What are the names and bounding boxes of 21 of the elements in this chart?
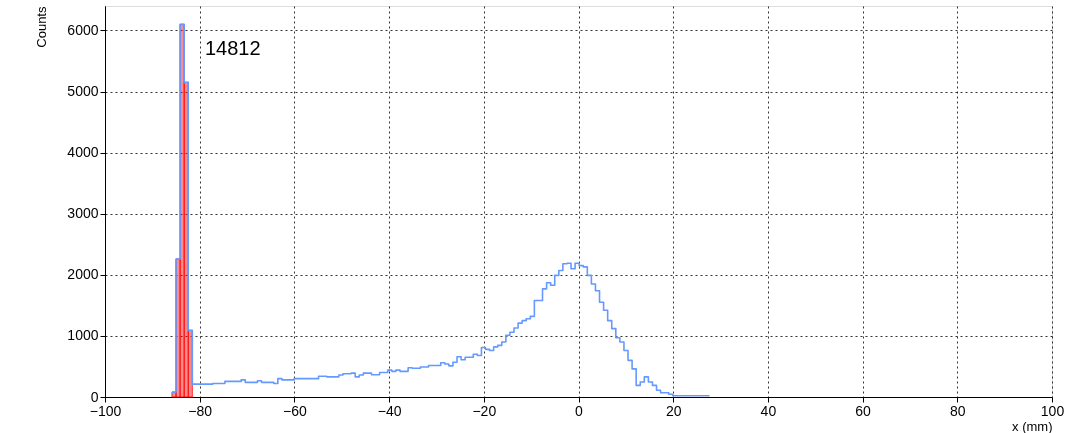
- x-tick-label: −20: [472, 402, 497, 419]
- x-tick-label: −100: [89, 402, 122, 419]
- y-tick-label: 4000: [67, 144, 99, 161]
- x-tick-label: 80: [950, 402, 966, 419]
- y-tick-label: 2000: [67, 266, 99, 283]
- x-tick-label: 40: [760, 402, 777, 419]
- y-axis-title: Counts: [34, 6, 50, 48]
- x-tick-label: 100: [1040, 402, 1065, 419]
- y-tick-label: 6000: [67, 21, 99, 38]
- x-tick-label: 20: [665, 402, 682, 419]
- annotation: 14812: [205, 37, 261, 59]
- x-tick-label: −40: [377, 402, 402, 419]
- y-tick-label: 5000: [67, 83, 99, 100]
- y-tick-label: 1000: [67, 327, 99, 344]
- x-tick-label: 60: [855, 402, 872, 419]
- y-tick-label: 3000: [67, 205, 99, 222]
- x-tick-label: −60: [283, 402, 307, 419]
- x-tick-label: 0: [575, 402, 584, 419]
- y-tick-label: 0: [90, 388, 99, 405]
- x-axis-title: x (mm): [1012, 418, 1053, 433]
- x-tick-label: −80: [188, 402, 213, 419]
